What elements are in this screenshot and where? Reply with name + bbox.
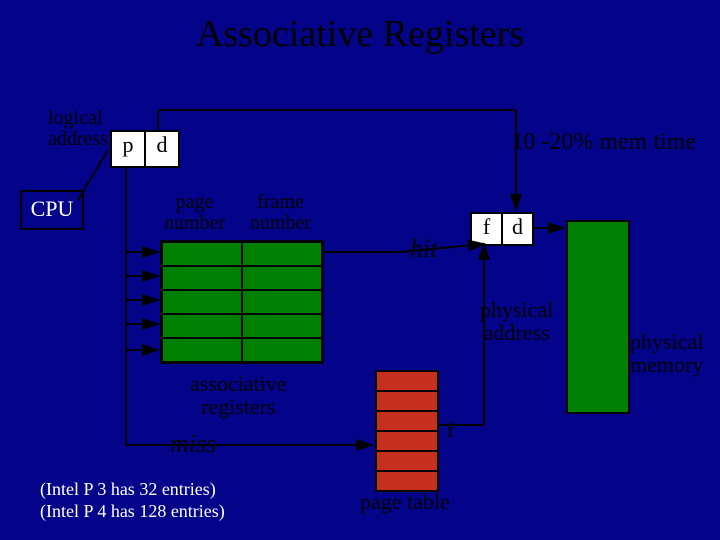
pt-row (377, 372, 437, 392)
page-number-header: page number (164, 192, 225, 234)
frame-number-header: frame number (250, 192, 311, 234)
slide-title: Associative Registers (0, 12, 720, 56)
physical-memory-box (566, 220, 630, 414)
assoc-cell (242, 290, 322, 314)
assoc-cell (242, 338, 322, 362)
physical-address-label: physical address (480, 298, 553, 344)
p-cell: p (112, 132, 146, 166)
associative-registers-table (160, 240, 324, 364)
assoc-cell (162, 266, 242, 290)
pt-row (377, 432, 437, 452)
assoc-cell (162, 314, 242, 338)
pt-row (377, 472, 437, 490)
physical-address-box: f d (470, 212, 534, 246)
hit-label: hit (410, 235, 437, 262)
page-table-label: page table (360, 490, 450, 513)
d2-cell: d (503, 214, 532, 244)
assoc-cell (162, 338, 242, 362)
logical-address-label: logical address (48, 108, 108, 150)
pt-row (377, 412, 437, 432)
logical-address-box: p d (110, 130, 180, 168)
physical-memory-label: physical memory (630, 330, 703, 376)
associative-registers-label: associative registers (190, 372, 287, 418)
assoc-cell (242, 314, 322, 338)
pt-row (377, 392, 437, 412)
mem-time-label: 10 -20% mem time (511, 130, 696, 155)
d-cell: d (146, 132, 178, 166)
assoc-cell (162, 290, 242, 314)
assoc-cell (242, 242, 322, 266)
miss-label: miss (170, 430, 216, 457)
pt-row (377, 452, 437, 472)
assoc-cell (242, 266, 322, 290)
assoc-cell (162, 242, 242, 266)
note-p3: (Intel P 3 has 32 entries) (40, 480, 216, 499)
f-cell: f (472, 214, 503, 244)
pt-f-label: f (447, 418, 454, 441)
cpu-box: CPU (20, 190, 84, 230)
page-table-box (375, 370, 439, 492)
note-p4: (Intel P 4 has 128 entries) (40, 502, 225, 521)
